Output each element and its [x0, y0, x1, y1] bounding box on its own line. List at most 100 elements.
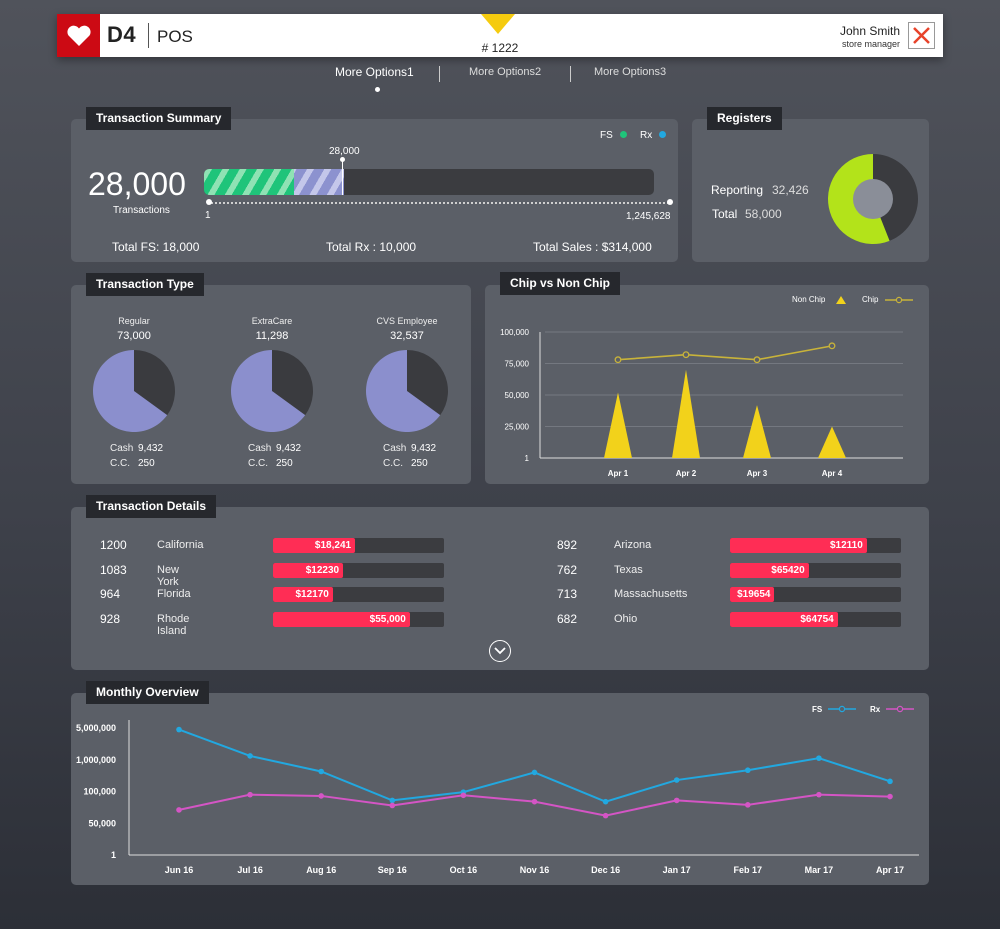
total-rx: Total Rx : 10,000 [326, 240, 417, 254]
legend-chip-label: Chip [862, 295, 879, 304]
chip-x-tick: Apr 3 [747, 469, 768, 478]
chip-y-tick: 100,000 [500, 328, 529, 337]
legend-nonchip-marker [836, 296, 846, 304]
monthly-series-fs-point [318, 768, 324, 775]
monthly-overview-panel [71, 693, 929, 885]
chip-vs-nonchip-panel [485, 285, 929, 484]
monthly-series-fs-point [389, 797, 396, 804]
close-icon [913, 27, 930, 44]
expand-details-button[interactable] [489, 640, 511, 662]
detail-row-number: 928 [100, 612, 121, 627]
registers-total-value: 58,000 [745, 207, 782, 221]
cc-value: 250 [276, 458, 293, 469]
progress-marker-label: 28,000 [329, 146, 360, 157]
monthly-series-rx-point [176, 807, 182, 813]
detail-row-state: Texas [614, 563, 643, 576]
detail-row-state: Massachusetts [614, 588, 688, 601]
progress-fs-fill [204, 169, 294, 195]
detail-row-state: Florida [157, 588, 191, 601]
transaction-type-total: 73,000 [117, 330, 151, 342]
monthly-series-fs-point [247, 753, 253, 759]
monthly-series-rx-line [178, 793, 891, 817]
monthly-series-fs-point [531, 769, 538, 776]
store-indicator-notch [481, 14, 515, 34]
nav-divider [439, 66, 440, 82]
transactions-label: Transactions [113, 205, 170, 216]
nav-more-options-1[interactable]: More Options1 [335, 65, 414, 79]
monthly-x-tick: Dec 16 [591, 865, 620, 875]
monthly-y-tick: 1,000,000 [76, 755, 116, 765]
chip-point [614, 356, 622, 364]
monthly-series-rx-point [673, 797, 680, 804]
transactions-progress-bar [204, 169, 654, 195]
transaction-type-total: 11,298 [255, 330, 289, 342]
total-sales: Total Sales : $314,000 [533, 240, 652, 254]
legend-monthly-fs-marker [838, 705, 846, 713]
monthly-series-rx-point [247, 791, 253, 798]
store-number: # 1222 [481, 41, 519, 55]
legend-chip-marker [895, 296, 903, 304]
monthly-series-rx-point [887, 793, 893, 800]
detail-row-bar: $65420 [730, 562, 901, 578]
chip-y-tick: 75,000 [505, 360, 530, 369]
detail-row-amount: $18,241 [273, 538, 356, 553]
legend-monthly-rx-label: Rx [870, 705, 881, 714]
detail-row-amount: $64754 [730, 612, 838, 628]
total-transactions: 28,000 [88, 166, 186, 202]
cash-value: 9,432 [411, 443, 437, 454]
monthly-series-fs-point [816, 755, 822, 761]
app-name: POS [157, 27, 193, 46]
nav-active-indicator [375, 87, 380, 92]
nav-divider [570, 66, 571, 82]
monthly-x-tick: Nov 16 [520, 865, 550, 875]
progress-rx-fill [294, 169, 344, 195]
registers-donut-hole [853, 179, 893, 219]
pie-other-slice [272, 350, 313, 416]
monthly-series-fs-point [673, 777, 680, 783]
cc-label: C.C. [248, 458, 268, 469]
detail-row-amount: $19654 [730, 587, 775, 603]
legend-nonchip-label: Non Chip [792, 295, 826, 304]
detail-row-number: 682 [557, 612, 578, 627]
chip-point [753, 356, 761, 364]
registers-donut-chart [828, 154, 918, 244]
legend-monthly-fs-label: FS [812, 705, 823, 714]
total-fs: Total FS: 18,000 [112, 240, 200, 254]
cc-value: 250 [138, 458, 155, 469]
pie-main-slice [92, 350, 168, 432]
monthly-series-rx-point [460, 792, 467, 799]
nav-more-options-2[interactable]: More Options2 [469, 66, 542, 78]
monthly-series-rx-point [816, 791, 822, 798]
chip-y-tick: 25,000 [505, 423, 530, 432]
detail-row-state: Arizona [614, 539, 652, 551]
detail-row-amount: $12110 [730, 538, 867, 553]
monthly-series-fs-point [602, 798, 609, 805]
detail-row-bar: $12230 [273, 562, 444, 578]
nav-more-options-3[interactable]: More Options3 [594, 66, 667, 78]
monthly-x-tick: Aug 16 [306, 865, 336, 875]
user-role: store manager [841, 39, 900, 49]
transaction-details-title: Transaction Details [86, 495, 217, 518]
chip-y-tick: 50,000 [505, 391, 530, 400]
transaction-summary-title: Transaction Summary [86, 107, 232, 130]
legend-rx: Rx [640, 130, 667, 141]
nonchip-triangle [604, 392, 632, 458]
close-button[interactable] [908, 22, 935, 49]
cash-label: Cash [248, 443, 272, 454]
detail-row-state: New York [157, 563, 180, 588]
monthly-x-tick: Oct 16 [450, 865, 478, 875]
legend-fs: FS [600, 130, 627, 141]
registers-reporting-value: 32,426 [772, 183, 809, 197]
brand-name: D4 [107, 22, 137, 47]
chip-point [682, 351, 690, 359]
monthly-x-tick: Jan 17 [663, 865, 691, 875]
registers-other-slice [873, 154, 918, 241]
detail-row-amount: $65420 [730, 562, 809, 578]
transaction-type-title: Transaction Type [86, 273, 204, 296]
range-max: 1,245,628 [626, 211, 671, 222]
monthly-overview-chart: 5,000,000 1,000,000 100,000 50,000 1 Jun 16 Ju… [76, 705, 919, 875]
detail-row-bar: $12110 [730, 538, 901, 553]
monthly-overview-title: Monthly Overview [86, 681, 209, 704]
pie-other-slice [407, 350, 448, 416]
nonchip-triangle [672, 369, 700, 458]
